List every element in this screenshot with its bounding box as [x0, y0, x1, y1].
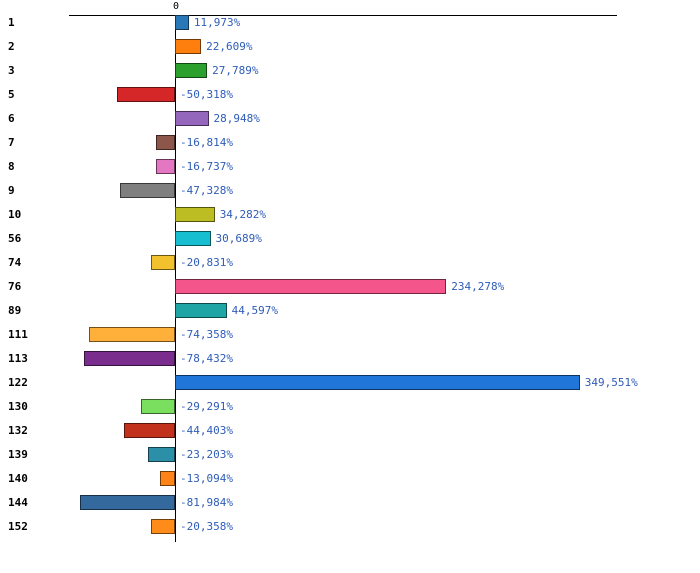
category-label: 2: [8, 40, 15, 53]
value-label: 349,551%: [584, 376, 638, 389]
category-label: 56: [8, 232, 22, 245]
category-label: 152: [8, 520, 28, 533]
bar: [175, 279, 447, 294]
category-label: 144: [8, 496, 28, 509]
bar: [159, 471, 175, 486]
category-label: 132: [8, 424, 28, 437]
value-label: -44,403%: [180, 424, 233, 437]
bar: [155, 135, 175, 150]
bar: [175, 39, 202, 54]
value-label: 11,973%: [193, 16, 241, 29]
bar: [120, 183, 175, 198]
bar: [175, 303, 227, 318]
bar: [175, 63, 208, 78]
category-label: 111: [8, 328, 28, 341]
value-label: 44,597%: [231, 304, 278, 317]
chart-top-border: [69, 15, 617, 16]
value-label: -20,831%: [180, 256, 233, 269]
category-label: 1: [8, 16, 15, 29]
bar: [150, 255, 175, 270]
value-label: -74,358%: [180, 328, 233, 341]
category-label: 76: [8, 280, 22, 293]
category-label: 122: [8, 376, 28, 389]
category-label: 140: [8, 472, 28, 485]
bar: [141, 399, 175, 414]
bar: [80, 495, 175, 510]
value-label: 30,689%: [215, 232, 262, 245]
bar: [88, 327, 175, 342]
value-label: -47,328%: [180, 184, 233, 197]
category-label: 3: [8, 64, 15, 77]
value-label: 34,282%: [219, 208, 267, 221]
zero-axis-line: [175, 15, 176, 542]
zero-axis-label: 0: [172, 1, 180, 12]
value-label: -50,318%: [180, 88, 233, 101]
bar: [175, 231, 211, 246]
category-label: 8: [8, 160, 15, 173]
bar: [155, 159, 175, 174]
bar: [116, 87, 175, 102]
category-label: 139: [8, 448, 28, 461]
category-label: 7: [8, 136, 15, 149]
value-label: -78,432%: [180, 352, 233, 365]
bar: [175, 207, 215, 222]
category-label: 10: [8, 208, 22, 221]
category-label: 74: [8, 256, 22, 269]
category-label: 9: [8, 184, 15, 197]
category-label: 6: [8, 112, 15, 125]
value-label: -81,984%: [180, 496, 233, 509]
bar: [175, 375, 580, 390]
bar: [175, 15, 189, 30]
value-label: -16,737%: [180, 160, 233, 173]
value-label: -13,094%: [180, 472, 233, 485]
category-label: 5: [8, 88, 15, 101]
value-label: -29,291%: [180, 400, 233, 413]
value-label: -20,358%: [180, 520, 233, 533]
value-label: 27,789%: [212, 64, 259, 77]
bar: [84, 351, 175, 366]
value-label: -23,203%: [180, 448, 233, 461]
bar: [151, 519, 175, 534]
bar: [148, 447, 175, 462]
value-label: 28,948%: [213, 112, 260, 125]
category-label: 113: [8, 352, 28, 365]
bar: [175, 111, 209, 126]
category-label: 89: [8, 304, 22, 317]
bar: [123, 423, 175, 438]
value-label: -16,814%: [180, 136, 233, 149]
category-label: 130: [8, 400, 28, 413]
value-label: 234,278%: [451, 280, 505, 293]
value-label: 22,609%: [206, 40, 253, 53]
